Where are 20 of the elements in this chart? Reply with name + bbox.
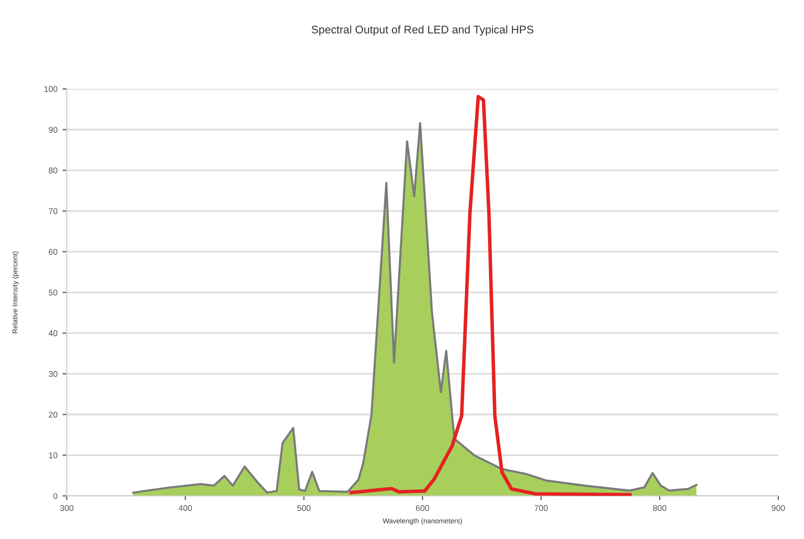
x-tick-label: 700 <box>534 505 548 512</box>
chart-title: Spectral Output of Red LED and Typical HPS <box>312 25 534 36</box>
y-tick-label: 0 <box>53 493 58 499</box>
y-tick-label: 20 <box>48 412 58 418</box>
y-tick-label: 80 <box>48 168 58 174</box>
y-tick-label: 90 <box>48 126 58 133</box>
x-tick-label: 500 <box>297 505 311 512</box>
x-tick-label: 900 <box>772 505 785 512</box>
line-series <box>350 94 632 496</box>
x-tick-label: 800 <box>653 505 666 512</box>
x-tick-label: 400 <box>178 505 192 512</box>
y-tick-label: 70 <box>48 208 58 214</box>
x-tick-label: 600 <box>416 505 430 512</box>
y-tick-label: 30 <box>48 370 58 377</box>
y-tick-label: 10 <box>49 452 58 458</box>
y-tick-label: 50 <box>48 290 58 296</box>
y-tick-label: 40 <box>48 330 58 336</box>
y-tick-label: 60 <box>48 248 58 255</box>
x-tick-label: 300 <box>60 505 74 512</box>
y-tick-label: 100 <box>44 86 58 92</box>
